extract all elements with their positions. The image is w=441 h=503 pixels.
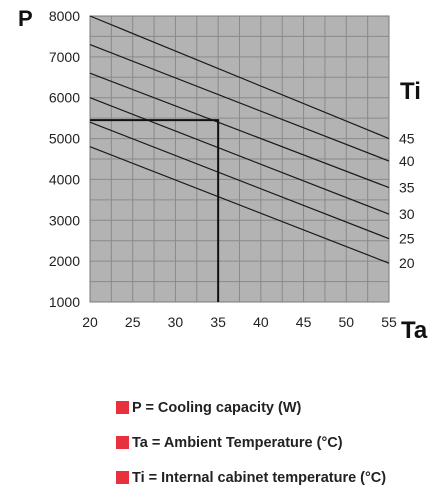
y-tick-label: 2000 <box>49 253 80 269</box>
y-tick-label: 1000 <box>49 294 80 310</box>
series-line-ti-20 <box>89 146 390 264</box>
y-tick-label: 3000 <box>49 212 80 228</box>
x-tick-label: 30 <box>168 314 184 330</box>
legend: P = Cooling capacity (W) Ta = Ambient Te… <box>116 398 386 503</box>
legend-label: Ti = Internal cabinet temperature (°C) <box>132 469 387 486</box>
series-line-ti-35 <box>89 72 390 189</box>
y-tick-label: 6000 <box>49 90 80 106</box>
series-line-ti-40 <box>89 44 390 162</box>
y-tick-label: 8000 <box>49 8 80 24</box>
x-axis-symbol: Ta <box>401 317 428 344</box>
series-label-ti-45: 45 <box>399 131 415 147</box>
legend-label: Ta = Ambient Temperature (°C) <box>132 434 343 451</box>
y-tick-label: 5000 <box>49 131 80 147</box>
chart: 45 40 35 30 25 20 20 25 30 35 40 45 50 55 1000 2000 3000… <box>18 6 428 344</box>
series-label-ti-30: 30 <box>399 206 415 222</box>
legend-swatch-icon <box>116 436 129 449</box>
legend-item-internal-temperature: Ti = Internal cabinet temperature (°C) <box>116 468 386 487</box>
x-tick-label: 35 <box>210 314 226 330</box>
legend-item-cooling-capacity: P = Cooling capacity (W) <box>116 398 386 417</box>
series-line-ti-30 <box>89 97 390 215</box>
legend-label: P = Cooling capacity (W) <box>132 399 302 416</box>
x-tick-label: 40 <box>253 314 269 330</box>
series-label-ti-20: 20 <box>399 255 415 271</box>
y-tick-label: 7000 <box>49 49 80 65</box>
legend-item-ambient-temperature: Ta = Ambient Temperature (°C) <box>116 433 386 452</box>
series-label-ti-35: 35 <box>399 180 415 196</box>
legend-swatch-icon <box>116 401 129 414</box>
series-label-ti-25: 25 <box>399 231 415 247</box>
example-reading-line <box>90 119 220 302</box>
series-label-ti-40: 40 <box>399 153 415 169</box>
legend-swatch-icon <box>116 471 129 484</box>
y-axis-symbol: P <box>18 6 33 31</box>
x-tick-label: 50 <box>338 314 354 330</box>
series-line-ti-45 <box>89 15 390 140</box>
plot-frame <box>89 15 390 303</box>
x-tick-label: 20 <box>82 314 98 330</box>
x-tick-label: 25 <box>125 314 141 330</box>
x-tick-label: 55 <box>381 314 397 330</box>
series-line-ti-25 <box>89 121 390 240</box>
y-tick-label: 4000 <box>49 171 80 187</box>
series-axis-symbol: Ti <box>400 78 421 105</box>
x-tick-label: 45 <box>296 314 312 330</box>
